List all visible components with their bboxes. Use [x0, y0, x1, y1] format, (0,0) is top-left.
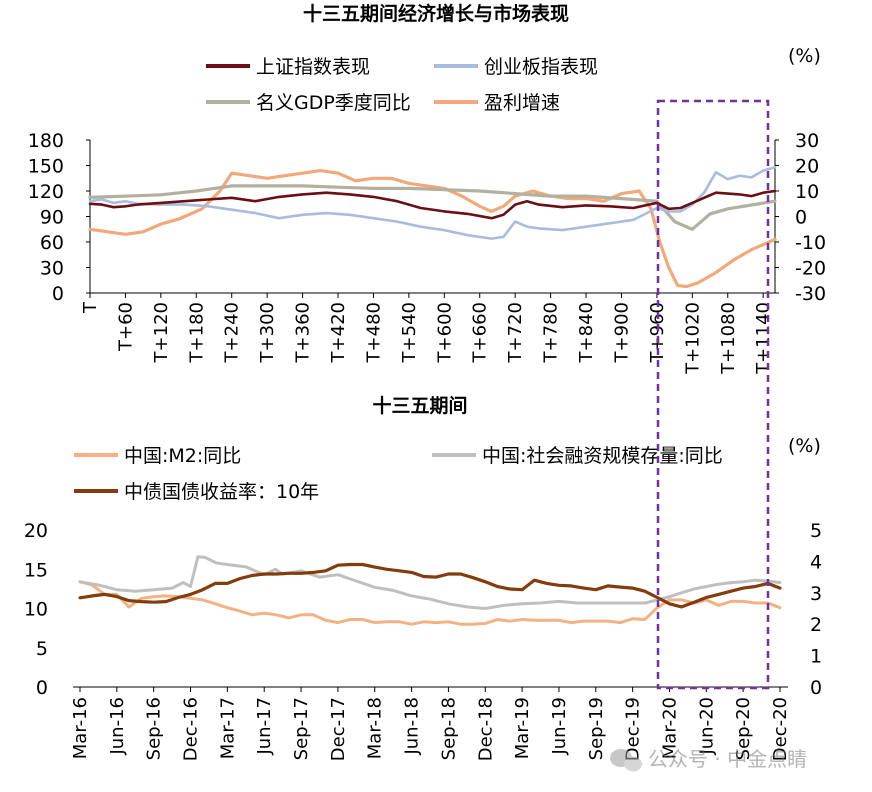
- bottom-x-ticks: Mar-16 Jun-16 Sep-16 Dec-16 Mar-17 Jun-17 Sep-…: [70, 687, 791, 761]
- top-left-tick-label: 30: [40, 258, 64, 280]
- bottom-x-tick-label: Sep-16: [144, 697, 165, 760]
- top-x-tick-label: T+300: [257, 302, 278, 363]
- top-right-ticks: -30 -20 -10 0 10 20 30: [775, 130, 826, 305]
- bottom-x-tick-label: Mar-16: [70, 697, 91, 759]
- watermark-text: 公众号 · 中金点睛: [648, 747, 807, 771]
- top-right-tick-label: 30: [795, 130, 819, 152]
- top-x-tick-label: T+600: [434, 302, 455, 363]
- bottom-x-tick-label: Jun-16: [107, 697, 128, 756]
- top-series-line-1: [88, 165, 777, 240]
- bottom-unit-label: (%): [788, 435, 821, 457]
- top-series: [88, 165, 777, 289]
- top-x-tick-label: T+480: [363, 302, 384, 363]
- bottom-x-tick-label: Jun-19: [549, 697, 570, 756]
- top-x-tick-label: T+1080: [718, 302, 739, 375]
- bottom-right-ticks: 0 1 2 3 4 5: [810, 520, 822, 699]
- top-x-tick-label: T+1140: [753, 302, 774, 375]
- bottom-x-tick-label: Jun-17: [254, 697, 275, 756]
- top-x-tick-label: T+360: [293, 302, 314, 363]
- bottom-left-tick-label: 0: [36, 677, 48, 699]
- legend-label-tsf: 中国:社会融资规模存量:同比: [482, 445, 723, 467]
- legend-label-yield: 中债国债收益率：10年: [124, 481, 319, 503]
- top-x-tick-label: T+960: [647, 302, 668, 363]
- bottom-x-tick-label: Mar-18: [365, 697, 386, 759]
- top-right-tick-label: -20: [795, 258, 826, 280]
- top-chart: 十三五期间经济增长与市场表现 上证指数表现 创业板指表现 名义GDP季度同比 盈…: [28, 2, 826, 375]
- top-right-tick-label: 20: [795, 156, 819, 178]
- top-left-tick-label: 180: [28, 130, 64, 152]
- top-x-tick-label: T+780: [541, 302, 562, 363]
- top-right-tick-label: -10: [795, 232, 826, 254]
- legend-label-shanghai: 上证指数表现: [256, 56, 370, 78]
- top-unit-label: (%): [788, 45, 821, 67]
- bottom-series-line-0: [78, 580, 782, 626]
- bottom-chart-title: 十三五期间: [372, 394, 467, 417]
- bottom-right-tick-label: 3: [810, 583, 822, 605]
- top-left-tick-label: 150: [28, 156, 64, 178]
- bottom-right-tick-label: 5: [810, 520, 822, 542]
- top-x-tick-label: T+540: [399, 302, 420, 363]
- bottom-left-tick-label: 5: [36, 638, 48, 660]
- bottom-x-tick-label: Mar-17: [217, 697, 238, 759]
- highlight-box: [656, 99, 770, 690]
- top-x-tick-label: T+180: [186, 302, 207, 363]
- legend-label-chinext: 创业板指表现: [484, 56, 598, 78]
- bottom-right-tick-label: 4: [810, 551, 822, 573]
- legend-label-profit: 盈利增速: [484, 92, 560, 114]
- bottom-x-tick-label: Dec-17: [328, 697, 349, 761]
- watermark: 公众号 · 中金点睛: [610, 747, 807, 772]
- bottom-series-line-1: [78, 555, 782, 610]
- bottom-right-tick-label: 2: [810, 614, 822, 636]
- bottom-right-tick-label: 1: [810, 646, 822, 668]
- bottom-x-tick-label: Sep-18: [438, 697, 459, 760]
- bottom-x-tick-label: Jun-20: [696, 697, 717, 756]
- top-right-tick-label: 10: [795, 181, 819, 203]
- bottom-x-tick-label: Jun-18: [402, 697, 423, 756]
- bottom-x-tick-label: Sep-17: [291, 697, 312, 760]
- bottom-x-tick-label: Mar-19: [512, 697, 533, 759]
- bottom-x-tick-label: Sep-20: [733, 697, 754, 760]
- top-right-tick-label: -30: [795, 283, 826, 305]
- top-series-line-0: [88, 189, 777, 220]
- bottom-x-tick-label: Mar-20: [659, 697, 680, 759]
- top-x-tick-label: T+1020: [682, 302, 703, 375]
- bottom-left-tick-label: 20: [24, 520, 48, 542]
- top-x-tick-label: T+720: [505, 302, 526, 363]
- bottom-x-tick-label: Dec-19: [623, 697, 644, 761]
- bottom-legend: 中国:M2:同比 中国:社会融资规模存量:同比 中债国债收益率：10年 (%): [74, 435, 821, 503]
- legend-label-gdp: 名义GDP季度同比: [256, 92, 411, 114]
- top-x-tick-label: T+900: [611, 302, 632, 363]
- bottom-left-tick-label: 10: [24, 599, 48, 621]
- top-legend: 上证指数表现 创业板指表现 名义GDP季度同比 盈利增速 (%): [206, 45, 821, 114]
- bottom-left-ticks: 0 5 10 15 20: [24, 520, 48, 699]
- top-x-tick-label: T+660: [470, 302, 491, 363]
- bottom-right-tick-label: 0: [810, 677, 822, 699]
- top-left-tick-label: 0: [52, 283, 64, 305]
- bottom-x-tick-label: Dec-16: [181, 697, 202, 761]
- top-x-tick-label: T+840: [576, 302, 597, 363]
- top-x-tick-label: T+60: [115, 302, 136, 352]
- bottom-series: [78, 555, 782, 626]
- top-x-tick-label: T+240: [222, 302, 243, 363]
- legend-label-m2: 中国:M2:同比: [124, 445, 241, 467]
- bottom-series-line-2: [78, 562, 782, 609]
- top-left-tick-label: 60: [40, 232, 64, 254]
- wechat-icon: [610, 749, 642, 772]
- bottom-x-tick-label: Sep-19: [586, 697, 607, 760]
- top-x-ticks: T T+60 T+120 T+180 T+240 T+300 T+360 T+420 T+480…: [80, 293, 774, 375]
- top-left-tick-label: 90: [40, 207, 64, 229]
- top-x-tick-label: T+120: [151, 302, 172, 363]
- top-left-tick-label: 120: [28, 181, 64, 203]
- top-right-tick-label: 0: [795, 207, 807, 229]
- bottom-chart: 十三五期间 中国:M2:同比 中国:社会融资规模存量:同比 中债国债收益率：10…: [24, 394, 822, 761]
- top-x-tick-label: T+420: [328, 302, 349, 363]
- top-series-line-2: [88, 184, 777, 231]
- top-left-ticks: 0 30 60 90 120 150 180: [28, 130, 90, 305]
- bottom-x-tick-label: Dec-20: [770, 697, 791, 761]
- top-chart-title: 十三五期间经济增长与市场表现: [303, 2, 569, 25]
- bottom-left-tick-label: 15: [24, 559, 48, 581]
- top-x-tick-label: T: [80, 301, 101, 314]
- bottom-x-tick-label: Dec-18: [475, 697, 496, 761]
